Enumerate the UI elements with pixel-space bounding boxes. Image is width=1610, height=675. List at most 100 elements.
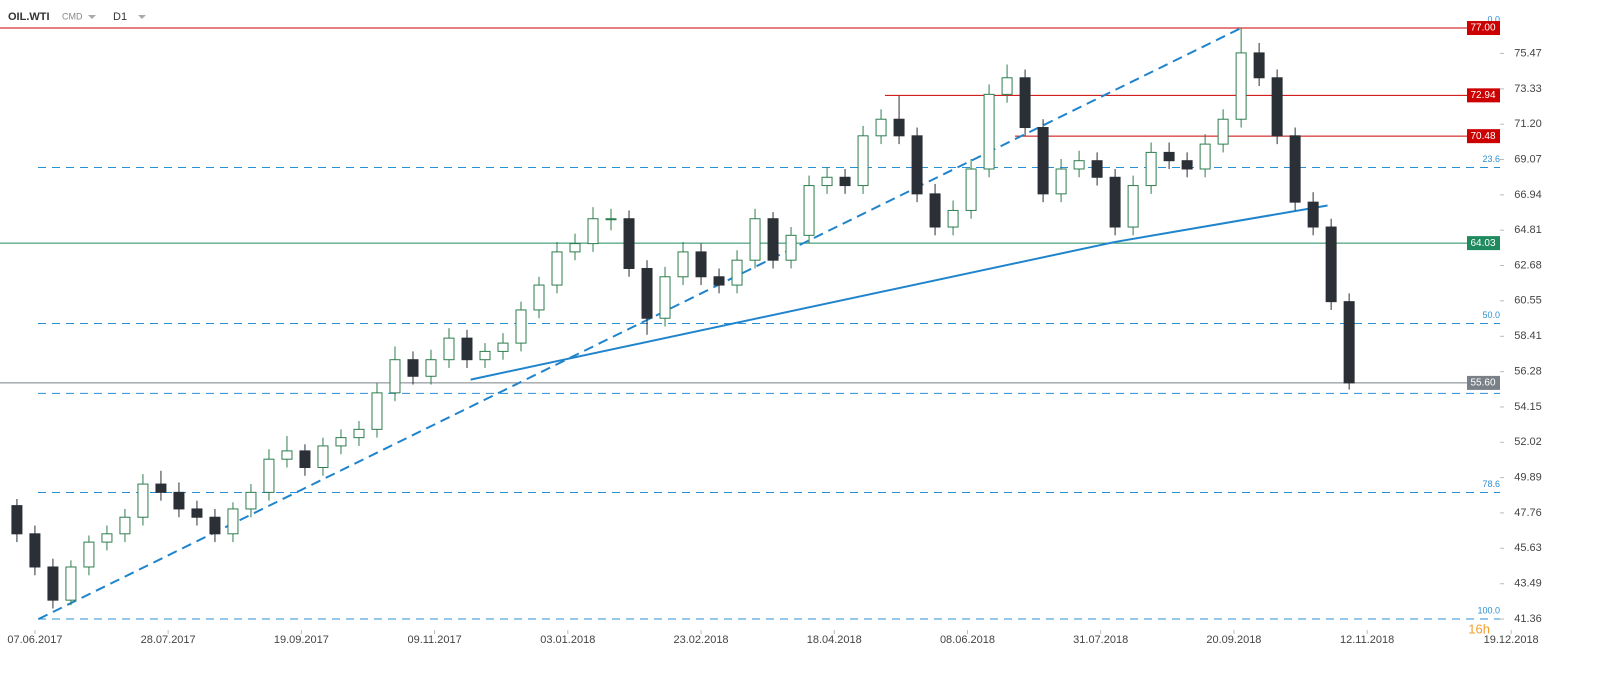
y-tick-label: 52.02 [1514, 436, 1542, 448]
candle-body [1019, 77, 1031, 129]
market[interactable]: CMD [62, 11, 83, 21]
x-tick-label: 03.01.2018 [540, 634, 595, 646]
candle-body [587, 218, 599, 245]
candle-body [497, 342, 509, 352]
candle-body [1325, 226, 1337, 303]
level-label: 72.94 [1470, 90, 1495, 101]
y-tick-label: 66.94 [1514, 189, 1542, 201]
interval[interactable]: D1 [113, 11, 127, 23]
candle-body [551, 251, 563, 286]
x-tick-label: 28.07.2017 [141, 634, 196, 646]
candle-body [209, 516, 221, 535]
level-label: 70.48 [1470, 131, 1495, 142]
y-tick-label: 73.33 [1514, 83, 1542, 95]
y-tick-label: 47.76 [1514, 507, 1542, 519]
candle-body [1127, 185, 1139, 228]
candle-body [263, 458, 275, 493]
candle-body [605, 218, 617, 221]
candle-body [695, 251, 707, 278]
candle-body [83, 541, 95, 568]
candle-body [137, 483, 149, 518]
x-tick-label: 23.02.2018 [674, 634, 729, 646]
candle-body [1271, 77, 1283, 137]
candle-body [425, 359, 437, 377]
x-tick-label: 18.04.2018 [807, 634, 862, 646]
candle-body [965, 168, 977, 211]
candle-body [1109, 176, 1121, 228]
y-tick-label: 49.89 [1514, 472, 1542, 484]
candle-body [299, 450, 311, 468]
candle-body [803, 185, 815, 236]
candle-body [911, 135, 923, 195]
candle-body [29, 533, 41, 568]
y-tick-label: 60.55 [1514, 295, 1542, 307]
level-label: 77.00 [1470, 23, 1495, 34]
candle-body [767, 218, 779, 261]
candle-body [1181, 160, 1193, 170]
x-tick-label: 09.11.2017 [407, 634, 461, 646]
candle-body [407, 359, 419, 377]
candle-body [749, 218, 761, 261]
y-tick-label: 71.20 [1514, 118, 1542, 130]
candle-body [119, 516, 131, 535]
candle-body [947, 209, 959, 228]
candle-body [1289, 135, 1301, 203]
candle-body [245, 491, 257, 510]
candle-body [623, 218, 635, 269]
y-tick-label: 41.36 [1514, 613, 1542, 625]
candle-body [857, 135, 869, 187]
x-tick-label: 19.09.2017 [274, 634, 329, 646]
candle-body [1001, 77, 1013, 95]
candle-body [1145, 151, 1157, 187]
candle-body [335, 437, 347, 447]
candle-body [641, 267, 653, 319]
candle-body [893, 118, 905, 137]
fib-label: 78.6 [1482, 479, 1500, 489]
candle-body [479, 350, 491, 361]
y-tick-label: 45.63 [1514, 542, 1542, 554]
candle-body [155, 483, 167, 493]
y-tick-label: 75.47 [1514, 47, 1542, 59]
x-tick-label: 07.06.2017 [7, 634, 62, 646]
candle-body [659, 276, 671, 319]
level-badge [1467, 88, 1500, 103]
level-badge [1467, 375, 1500, 390]
x-tick-label: 08.06.2018 [940, 634, 995, 646]
candle-body [821, 176, 833, 187]
y-tick-label: 43.49 [1514, 578, 1542, 590]
candle-body [1217, 118, 1229, 145]
y-tick-label: 69.07 [1514, 153, 1542, 165]
candle-body [227, 508, 239, 535]
candle-body [785, 234, 797, 261]
candle-body [461, 337, 473, 361]
dropdown-icon[interactable] [138, 15, 146, 19]
timer: 16h [1468, 621, 1490, 636]
candle-body [353, 428, 365, 439]
candle-body [1253, 52, 1265, 79]
candle-body [443, 337, 455, 361]
candle-body [983, 93, 995, 170]
level-badge [1467, 236, 1500, 251]
y-tick-label: 54.15 [1514, 401, 1542, 413]
candle-body [569, 243, 581, 253]
level-badge [1467, 129, 1500, 144]
candle-body [11, 505, 23, 535]
candle-body [281, 450, 293, 460]
candle-body [1091, 160, 1103, 178]
fib-label: 50.0 [1482, 310, 1500, 320]
candle-body [1073, 160, 1085, 170]
fib-label: 100.0 [1477, 605, 1500, 615]
symbol[interactable]: OIL.WTI [8, 11, 50, 23]
candle-body [515, 309, 527, 344]
candle-body [929, 193, 941, 228]
level-badge [1467, 21, 1500, 36]
candle-body [317, 445, 329, 468]
candle-body [1235, 52, 1247, 120]
candle-body [875, 118, 887, 137]
dropdown-icon[interactable] [88, 15, 96, 19]
candle-body [1199, 143, 1211, 170]
y-tick-label: 64.81 [1514, 224, 1542, 236]
candle-body [1343, 301, 1355, 384]
candle-body [1307, 201, 1319, 228]
